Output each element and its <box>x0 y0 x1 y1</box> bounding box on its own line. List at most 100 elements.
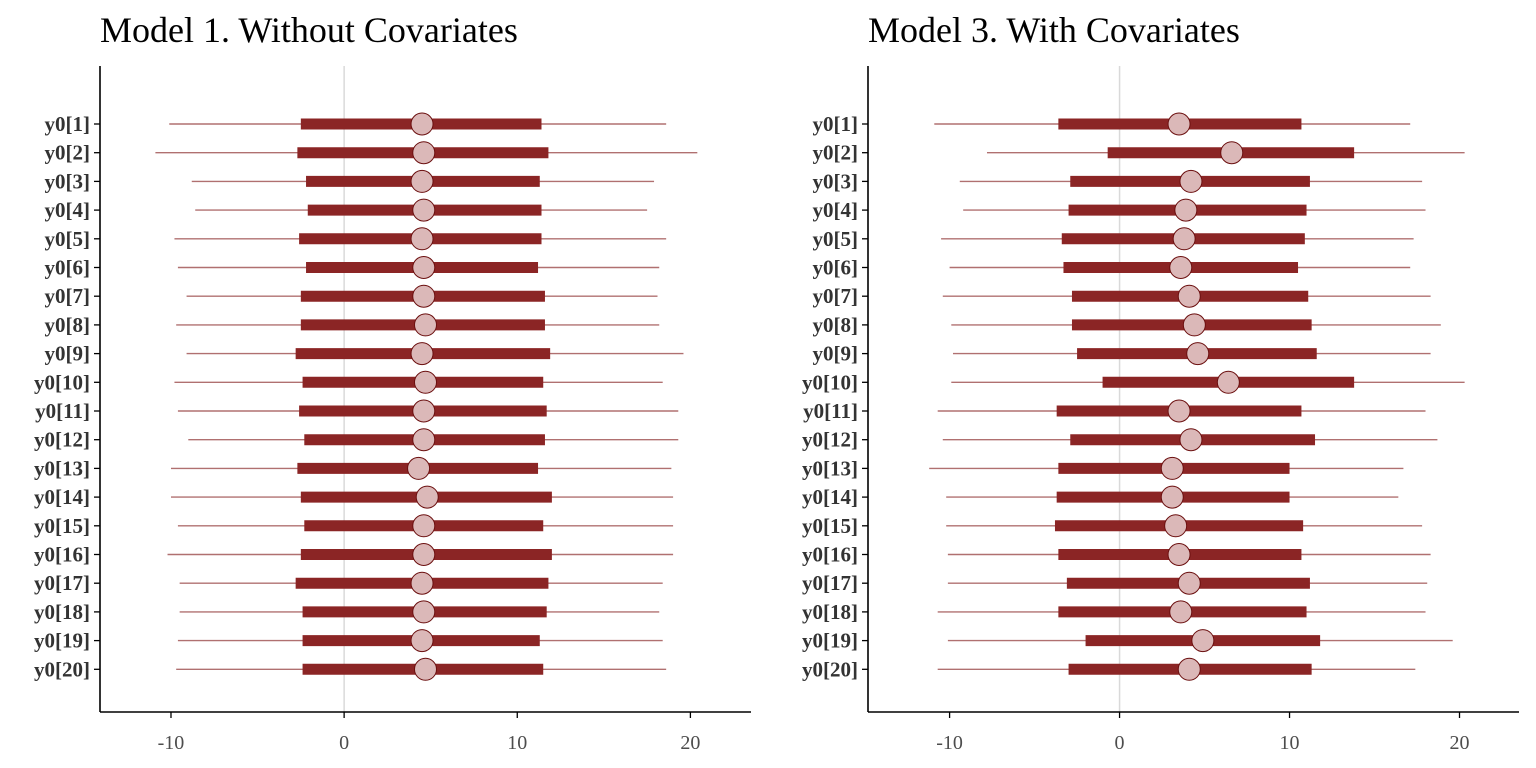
interval-row <box>947 543 1431 566</box>
x-tick-label: 0 <box>339 732 349 754</box>
point-estimate <box>412 141 436 165</box>
chart-title: Model 1. Without Covariates <box>100 10 518 50</box>
interval-row <box>951 370 1465 394</box>
x-tick-label: 10 <box>507 732 527 754</box>
point-estimate <box>1164 514 1188 538</box>
point-estimate <box>412 514 436 538</box>
point-estimate <box>1220 141 1244 165</box>
interval-row <box>946 514 1423 538</box>
interval-row <box>186 342 684 366</box>
interval-row <box>951 313 1441 337</box>
interval-row <box>179 600 660 624</box>
interval-row <box>167 543 674 566</box>
point-estimate <box>1182 313 1206 337</box>
interval-row <box>177 399 679 423</box>
y-tick-label: y0[5] <box>45 227 91 251</box>
point-estimate <box>415 485 439 509</box>
point-estimate <box>1167 112 1191 136</box>
x-tick-label: 0 <box>1115 732 1125 754</box>
interval-row <box>179 571 663 595</box>
interval-row <box>186 284 658 308</box>
y-tick-label: y0[11] <box>803 399 858 423</box>
interval-row <box>929 456 1404 480</box>
y-tick-label: y0[20] <box>802 657 858 681</box>
point-estimate <box>1216 370 1240 394</box>
interval-row <box>949 256 1411 279</box>
point-estimate <box>412 428 436 452</box>
y-tick-label: y0[15] <box>34 514 90 538</box>
interval-row <box>947 629 1453 653</box>
interval-row <box>946 485 1399 509</box>
point-estimate <box>1167 543 1191 566</box>
interval-row <box>963 198 1426 222</box>
y-tick-label: y0[2] <box>45 141 91 165</box>
y-tick-label: y0[1] <box>45 112 91 136</box>
y-tick-label: y0[3] <box>813 169 859 193</box>
interval-row <box>942 428 1438 452</box>
y-tick-label: y0[7] <box>813 284 859 308</box>
y-tick-label: y0[14] <box>802 485 858 509</box>
y-tick-label: y0[19] <box>802 629 858 653</box>
x-tick-label: 20 <box>1450 732 1470 754</box>
interval-row <box>177 514 674 538</box>
chart-title: Model 3. With Covariates <box>868 10 1240 50</box>
y-tick-label: y0[10] <box>34 370 90 394</box>
point-estimate <box>410 227 434 251</box>
point-estimate <box>410 169 434 193</box>
point-estimate <box>1179 169 1203 193</box>
point-estimate <box>414 657 437 681</box>
interval-row <box>174 227 667 251</box>
point-estimate <box>1177 657 1201 681</box>
point-estimate <box>412 600 436 624</box>
y-tick-label: y0[12] <box>34 428 90 452</box>
y-tick-label: y0[5] <box>813 227 859 251</box>
interval-row <box>170 485 674 509</box>
interval-row <box>952 342 1431 366</box>
y-tick-label: y0[13] <box>34 456 90 480</box>
interval-row <box>947 571 1428 595</box>
point-estimate <box>1174 198 1198 222</box>
interval-row <box>942 284 1431 308</box>
point-estimate <box>412 543 436 566</box>
y-tick-label: y0[4] <box>45 198 91 222</box>
y-tick-label: y0[7] <box>45 284 91 308</box>
x-tick-label: 20 <box>680 732 700 754</box>
y-tick-label: y0[20] <box>34 657 90 681</box>
y-tick-label: y0[8] <box>813 313 859 337</box>
interval-row <box>959 169 1423 193</box>
point-estimate <box>412 399 436 423</box>
interval-row <box>176 313 660 337</box>
point-estimate <box>1167 399 1191 423</box>
interval-row <box>937 657 1416 681</box>
interval-row <box>191 169 655 193</box>
interval-row <box>195 198 648 222</box>
y-tick-label: y0[6] <box>45 256 91 280</box>
interval-row <box>986 141 1465 165</box>
interval-row <box>177 629 663 653</box>
interval-row <box>188 428 679 452</box>
interval-row <box>155 141 698 165</box>
interval-row <box>177 256 660 279</box>
point-estimate <box>1169 256 1193 279</box>
x-tick-label: -10 <box>158 732 185 754</box>
y-tick-label: y0[2] <box>813 141 859 165</box>
point-estimate <box>410 571 434 595</box>
x-tick-label: -10 <box>936 732 963 754</box>
y-tick-label: y0[18] <box>34 600 90 624</box>
y-tick-label: y0[16] <box>802 543 858 567</box>
interval-row <box>169 112 667 136</box>
interval-row <box>176 657 667 681</box>
point-estimate <box>1160 485 1184 509</box>
point-estimate <box>1186 342 1210 366</box>
point-estimate <box>410 112 434 136</box>
point-estimate <box>1191 629 1215 653</box>
point-estimate <box>410 342 434 366</box>
point-estimate <box>407 456 431 480</box>
point-estimate <box>1177 284 1201 308</box>
y-tick-label: y0[17] <box>802 571 858 595</box>
interval-row <box>941 227 1414 251</box>
y-tick-label: y0[14] <box>34 485 90 509</box>
point-estimate <box>412 256 436 279</box>
point-estimate <box>414 313 437 337</box>
